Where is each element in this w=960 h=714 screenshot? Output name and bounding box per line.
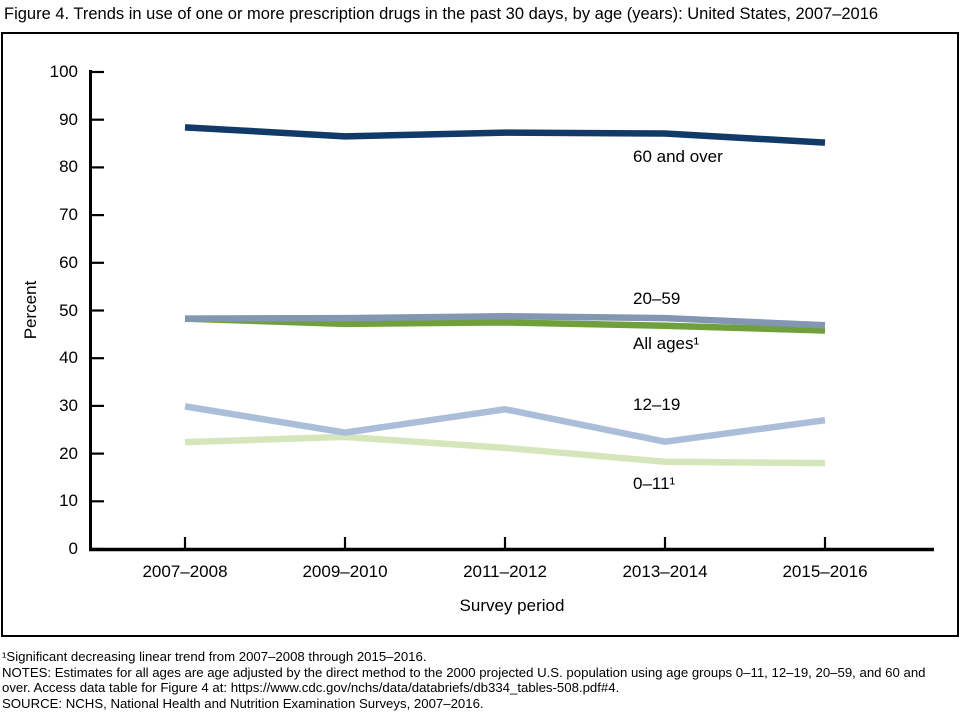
series-label-20-59: 20–59 [633, 289, 681, 308]
x-tick-label-2: 2011–2012 [463, 562, 547, 581]
y-tick-label-100: 100 [49, 62, 78, 81]
y-tick-label-50: 50 [59, 300, 78, 320]
y-tick-label-80: 80 [59, 157, 78, 177]
series-line-4 [184, 433, 826, 467]
chart-frame [1, 32, 959, 637]
y-tick-label-20: 20 [59, 443, 78, 463]
footnote-trend: ¹Significant decreasing linear trend fro… [2, 649, 427, 664]
series-line-3 [184, 403, 826, 445]
y-tick-label-90: 90 [59, 109, 78, 129]
y-tick-label-10: 10 [59, 491, 78, 511]
footnote-notes-1: NOTES: Estimates for all ages are age ad… [2, 664, 926, 680]
y-tick-label-0: 0 [68, 539, 78, 558]
figure-title: Figure 4. Trends in use of one or more p… [4, 5, 879, 23]
series-label-all-ages: All ages¹ [633, 334, 700, 353]
x-tick-label-0: 2007–2008 [142, 562, 228, 581]
x-axis-title: Survey period [459, 596, 565, 615]
y-tick-label-30: 30 [59, 395, 78, 415]
x-tick-label-1: 2009–2010 [302, 562, 388, 581]
footnotes: ¹Significant decreasing linear trend fro… [2, 649, 958, 711]
footnote-notes-2: over. Access data table for Figure 4 at:… [2, 680, 620, 696]
series-line-0 [184, 124, 826, 146]
x-tick-label-4: 2015–2016 [782, 562, 868, 581]
y-tick-label-70: 70 [59, 205, 78, 225]
footnote-source: SOURCE: NCHS, National Health and Nutrit… [2, 695, 484, 711]
series-label-60-and-over: 60 and over [633, 147, 723, 166]
series-line-1 [184, 312, 826, 329]
series-label-0-11: 0–11¹ [633, 474, 676, 493]
x-tick-label-3: 2013–2014 [622, 562, 708, 581]
series-line-2 [184, 315, 826, 334]
series-label-12-19: 12–19 [633, 395, 681, 414]
y-tick-label-40: 40 [59, 348, 78, 368]
y-tick-label-60: 60 [59, 252, 78, 272]
